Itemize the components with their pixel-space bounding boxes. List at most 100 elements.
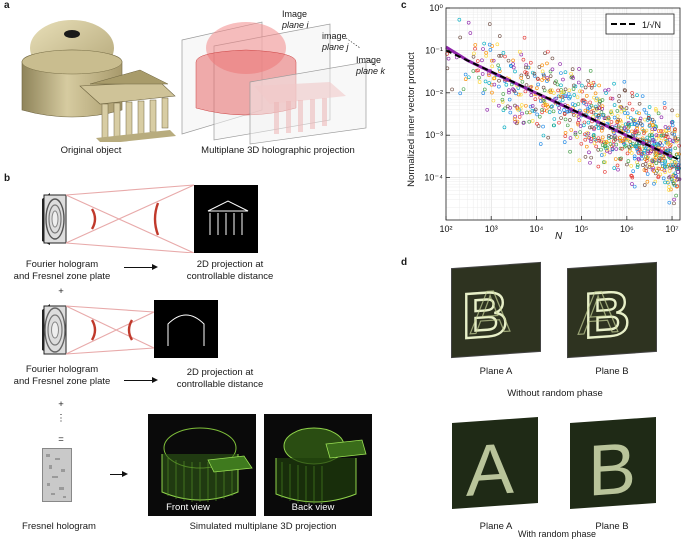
scatter-point (672, 197, 676, 202)
scatter-point (594, 106, 599, 111)
scatter-point (572, 93, 577, 97)
scatter-point (608, 96, 613, 101)
scatter-point (593, 91, 598, 96)
y-axis-label-box: Normalized inner vector product (404, 10, 418, 228)
scatter-point (586, 120, 591, 125)
scatter-point (659, 133, 664, 138)
scatter-point (642, 107, 647, 112)
scatter-point (540, 108, 544, 112)
scatter-point (576, 114, 581, 119)
scatter-point (515, 106, 520, 111)
scatter-point (554, 96, 558, 101)
scatter-point (637, 111, 641, 116)
plus-sign-1: + (58, 286, 64, 297)
scatter-point (519, 52, 524, 57)
scatter-point (640, 151, 645, 156)
scatter-point (647, 165, 652, 169)
scatter-point (668, 163, 673, 168)
scatter-point (658, 172, 663, 177)
scatter-point (603, 116, 608, 120)
scatter-point (615, 114, 620, 118)
scatter-point (492, 76, 497, 80)
scatter-point (637, 157, 641, 162)
scatter-point (497, 66, 502, 71)
scatter-point (671, 164, 676, 169)
scatter-point (526, 75, 530, 79)
scatter-point (519, 73, 524, 78)
scatter-point (675, 166, 679, 171)
scatter-point (612, 166, 617, 170)
scatter-point (616, 167, 620, 172)
scatter-point (672, 160, 677, 164)
scatter-point (550, 67, 555, 72)
scatter-point (545, 61, 549, 66)
multiplane-caption: Multiplane 3D holographic projection (201, 145, 355, 156)
scatter-point (569, 128, 574, 132)
scatter-point (528, 104, 533, 109)
scatter-point (615, 163, 620, 168)
scatter-point (573, 84, 578, 89)
plane-a-with-image: A (452, 416, 538, 510)
scatter-point (671, 181, 676, 186)
scatter-point (661, 133, 666, 138)
scatter-point (622, 107, 627, 112)
scatter-point (591, 133, 596, 137)
scatter-point (484, 50, 488, 55)
scatter-point (557, 120, 561, 125)
scatter-point (587, 105, 592, 109)
scatter-point (642, 148, 647, 153)
scatter-point (523, 65, 528, 70)
scatter-point (612, 103, 617, 107)
scatter-point (624, 138, 629, 142)
scatter-point (458, 35, 462, 40)
plane-j-label: image plane j (322, 31, 349, 52)
scatter-point (601, 160, 606, 164)
scatter-point (642, 183, 647, 187)
scatter-point (554, 79, 558, 84)
scatter-point (627, 149, 632, 153)
scatter-point (663, 160, 667, 165)
scatter-point (533, 97, 538, 102)
scatter-point (562, 108, 566, 112)
row1-arrow (124, 267, 154, 268)
scatter-point (488, 48, 493, 52)
scatter-point (555, 82, 560, 87)
scatter-point (528, 60, 533, 65)
scatter-point (481, 91, 486, 95)
scatter-point (642, 129, 647, 134)
scatter-point (583, 108, 588, 113)
scatter-point (490, 64, 494, 69)
row1-arrowhead-icon (152, 264, 158, 270)
scatter-point (641, 163, 645, 167)
scatter-point (471, 69, 476, 73)
scatter-point (558, 62, 562, 66)
scatter-point (598, 99, 602, 103)
scatter-point (630, 91, 634, 95)
svg-text:B: B (588, 428, 636, 509)
scatter-point (503, 54, 507, 59)
plane-b-label-1: Plane B (595, 366, 629, 377)
scatter-point (647, 139, 651, 143)
scatter-point (573, 103, 577, 107)
scatter-point (569, 71, 573, 76)
scatter-point (563, 87, 568, 92)
scatter-point (669, 187, 673, 192)
scatter-point (665, 142, 670, 146)
scatter-point (623, 122, 628, 127)
scatter-point (492, 82, 497, 87)
front-view-image (148, 414, 256, 516)
scatter-point (585, 130, 590, 135)
scatter-point (559, 71, 563, 75)
scatter-point (569, 75, 574, 80)
scatter-point (533, 107, 538, 112)
scatter-point (497, 69, 502, 73)
scatter-point (501, 92, 506, 96)
scatter-point (544, 108, 549, 113)
scatter-point (600, 126, 605, 131)
scatter-point (562, 112, 567, 116)
scatter-point (673, 146, 678, 151)
scatter-point (468, 31, 473, 35)
scatter-point (529, 93, 534, 97)
scatter-point (638, 116, 643, 121)
scatter-point (675, 113, 680, 118)
